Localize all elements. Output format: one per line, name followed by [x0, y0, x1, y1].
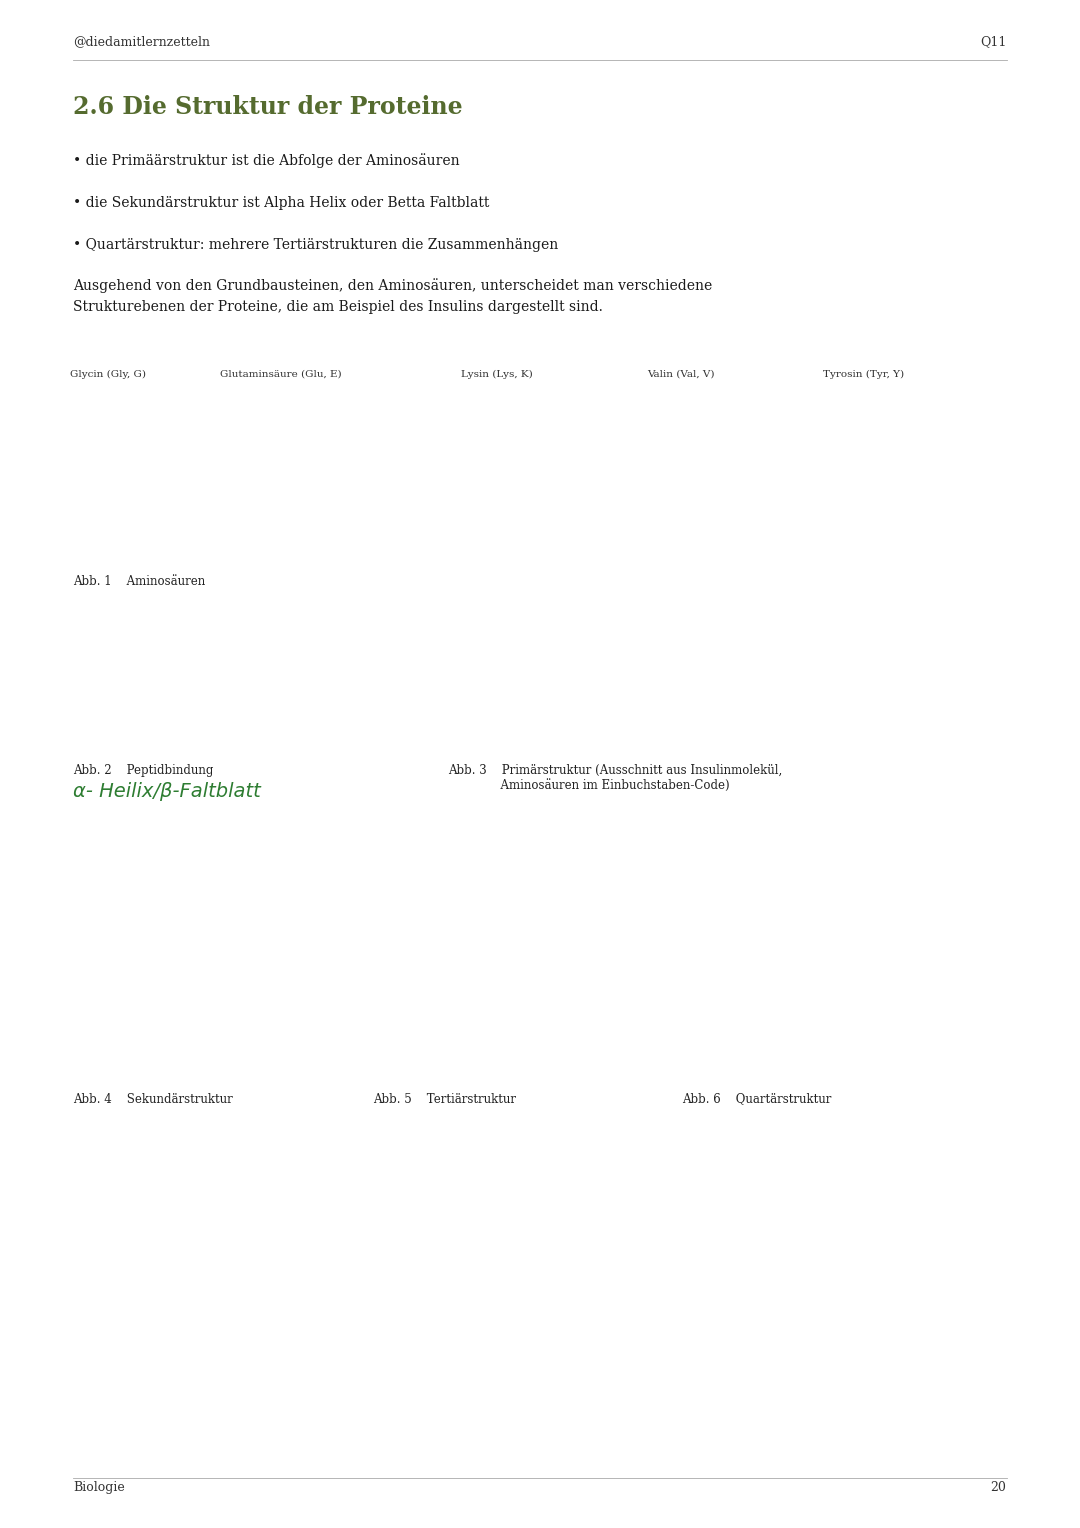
Text: Abb. 6    Quartärstruktur: Abb. 6 Quartärstruktur — [683, 1093, 832, 1106]
Bar — [448, 523, 1007, 752]
Text: Abb. 4    Sekundärstruktur: Abb. 4 Sekundärstruktur — [73, 1093, 233, 1106]
Text: @diedamitlernzetteln: @diedamitlernzetteln — [73, 35, 211, 49]
Text: Abb. 5    Tertiärstruktur: Abb. 5 Tertiärstruktur — [373, 1093, 515, 1106]
Text: Lysin (Lys, K): Lysin (Lys, K) — [461, 370, 532, 379]
Text: • die Primäärstruktur ist die Abfolge der Aminosäuren: • die Primäärstruktur ist die Abfolge de… — [73, 153, 460, 168]
Text: Abb. 1    Aminosäuren: Abb. 1 Aminosäuren — [73, 575, 205, 588]
Text: Biologie: Biologie — [73, 1481, 125, 1494]
Bar — [73, 787, 338, 1080]
Text: 20: 20 — [990, 1481, 1007, 1494]
Text: Abb. 3    Primärstruktur (Ausschnitt aus Insulinmolekül,
              Aminosäu: Abb. 3 Primärstruktur (Ausschnitt aus In… — [448, 764, 782, 792]
Text: Q11: Q11 — [981, 35, 1007, 49]
Text: Tyrosin (Tyr, Y): Tyrosin (Tyr, Y) — [823, 370, 905, 379]
Text: • Quartärstruktur: mehrere Tertiärstrukturen die Zusammenhängen: • Quartärstruktur: mehrere Tertiärstrukt… — [73, 238, 558, 252]
Text: Valin (Val, V): Valin (Val, V) — [647, 370, 714, 379]
Bar — [683, 787, 1007, 1080]
Bar — [73, 306, 1007, 562]
Bar — [73, 523, 419, 752]
Bar — [373, 787, 653, 1080]
Text: α- Heilix/β-Faltblatt: α- Heilix/β-Faltblatt — [73, 782, 261, 801]
Text: Glycin (Gly, G): Glycin (Gly, G) — [70, 370, 146, 379]
Text: Abb. 2    Peptidbindung: Abb. 2 Peptidbindung — [73, 764, 214, 778]
Text: Ausgehend von den Grundbausteinen, den Aminosäuren, unterscheidet man verschied: Ausgehend von den Grundbausteinen, den A… — [73, 278, 713, 313]
Text: Glutaminsäure (Glu, E): Glutaminsäure (Glu, E) — [220, 370, 341, 379]
Text: • die Sekundärstruktur ist Alpha Helix oder Betta Faltblatt: • die Sekundärstruktur ist Alpha Helix o… — [73, 196, 490, 209]
Text: 2.6 Die Struktur der Proteine: 2.6 Die Struktur der Proteine — [73, 95, 463, 119]
